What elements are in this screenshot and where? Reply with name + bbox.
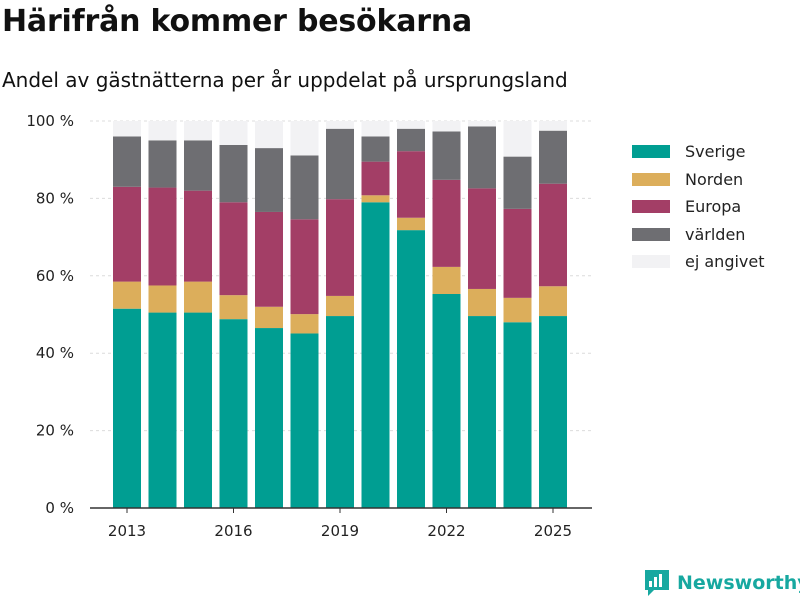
bar-segment	[184, 140, 212, 191]
bar-segment	[113, 281, 141, 309]
bar-segment	[113, 308, 141, 508]
brand-logo: Newsworthy	[645, 570, 800, 596]
y-tick-label: 40 %	[36, 344, 74, 362]
bar-segment	[432, 179, 461, 267]
bar-segment	[539, 183, 567, 287]
bar-segment	[503, 156, 532, 209]
bar-segment	[503, 208, 532, 298]
y-tick-label: 0 %	[45, 499, 74, 517]
bar-segment	[184, 281, 212, 313]
bar-segment	[184, 312, 212, 508]
bar-segment	[539, 121, 567, 131]
x-tick-label: 2013	[108, 522, 146, 540]
bar-segment	[539, 286, 567, 317]
bar-segment	[539, 130, 567, 184]
bar-segment	[397, 121, 425, 129]
bar-segment	[148, 140, 177, 188]
bar-segment	[255, 211, 283, 307]
bar-segment	[290, 121, 319, 156]
bar-segment	[539, 316, 567, 508]
bar-segment	[148, 121, 177, 141]
bar-segment	[113, 121, 141, 137]
bar-segment	[219, 144, 248, 203]
bar-segment	[326, 121, 354, 129]
y-tick-label: 100 %	[26, 112, 74, 130]
bar-segment	[468, 316, 496, 508]
newsworthy-logo-icon	[645, 570, 669, 596]
bar-segment	[255, 328, 283, 508]
y-tick-label: 20 %	[36, 422, 74, 440]
bar-segment	[148, 187, 177, 286]
bar-segment	[361, 136, 390, 162]
bar-segment	[397, 128, 425, 152]
bar-segment	[219, 295, 248, 320]
brand-name: Newsworthy	[677, 572, 800, 594]
bar-segment	[468, 126, 496, 189]
y-tick-label: 60 %	[36, 267, 74, 285]
legend: Sverige Norden Europa världen ej angivet	[632, 138, 765, 276]
x-tick-label: 2019	[321, 522, 359, 540]
bar-segment	[326, 199, 354, 296]
x-tick-label: 2025	[534, 522, 572, 540]
bar-segment	[219, 202, 248, 296]
bar-segment	[432, 293, 461, 508]
bar-segment	[432, 266, 461, 294]
x-tick-label: 2016	[214, 522, 252, 540]
bar-segment	[503, 121, 532, 157]
bar-segment	[219, 121, 248, 145]
bar-segment	[326, 295, 354, 317]
bar-segment	[361, 161, 390, 196]
bar-segment	[255, 148, 283, 212]
legend-label: Norden	[685, 169, 744, 189]
bar-segment	[503, 297, 532, 323]
bar-segment	[361, 202, 390, 508]
bar-segment	[290, 219, 319, 315]
bar-segment	[432, 131, 461, 180]
legend-label: världen	[685, 224, 746, 244]
bar-segment	[503, 322, 532, 508]
legend-item: världen	[632, 221, 765, 249]
legend-swatch	[632, 172, 670, 186]
bar-segment	[397, 230, 425, 508]
bar-segment	[290, 333, 319, 508]
y-tick-label: 80 %	[36, 189, 74, 207]
legend-swatch	[632, 255, 670, 269]
bar-segment	[361, 121, 390, 137]
legend-item: Norden	[632, 166, 765, 194]
x-tick-label: 2022	[427, 522, 465, 540]
bar-segment	[184, 190, 212, 282]
chart-subtitle: Andel av gästnätterna per år uppdelat på…	[2, 68, 568, 92]
bar-segment	[361, 195, 390, 203]
bar-segment	[290, 155, 319, 220]
bar-segment	[432, 121, 461, 132]
bar-segment	[326, 128, 354, 200]
chart-title: Härifrån kommer besökarna	[2, 4, 473, 39]
legend-swatch	[632, 200, 670, 214]
bar-segment	[326, 316, 354, 508]
legend-label: Sverige	[685, 142, 746, 162]
bar-segment	[468, 121, 496, 127]
bar-segment	[468, 188, 496, 289]
bar-segment	[184, 121, 212, 141]
bar-segment	[148, 285, 177, 313]
bar-segment	[255, 121, 283, 149]
legend-item: Sverige	[632, 138, 765, 166]
legend-label: Europa	[685, 197, 742, 217]
bar-segment	[148, 312, 177, 508]
bar-segment	[290, 314, 319, 334]
bar-segment	[113, 186, 141, 282]
legend-swatch	[632, 145, 670, 159]
legend-label: ej angivet	[685, 252, 765, 272]
bar-segment	[113, 136, 141, 187]
bar-segment	[219, 319, 248, 508]
bar-segment	[468, 288, 496, 317]
legend-item: Europa	[632, 193, 765, 221]
bar-segment	[255, 306, 283, 329]
legend-item: ej angivet	[632, 248, 765, 276]
legend-swatch	[632, 227, 670, 241]
bar-segment	[397, 217, 425, 231]
bar-segment	[397, 151, 425, 218]
